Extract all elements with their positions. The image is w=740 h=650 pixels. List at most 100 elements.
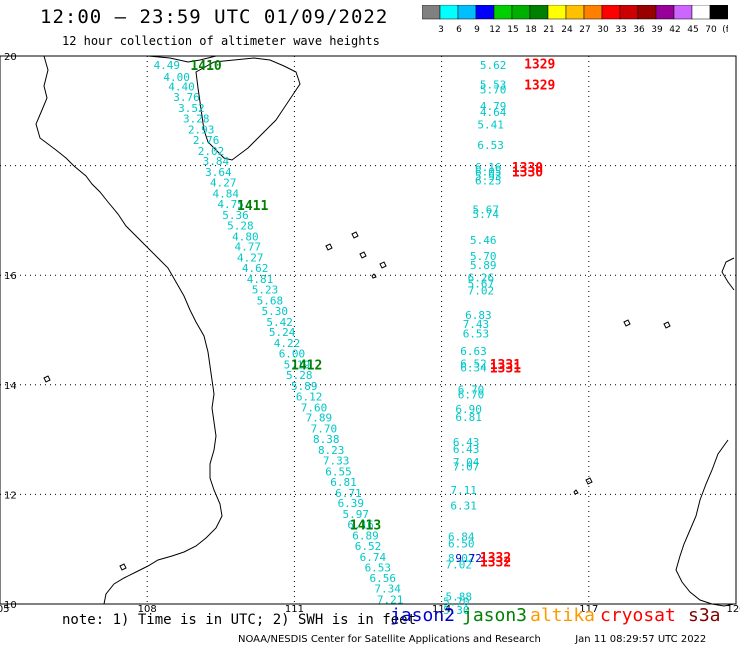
wave-height-value: 6.50 [448,538,475,551]
footer-note: note: 1) Time is in UTC; 2) SWH is in fe… [62,612,417,628]
lat-tick-label: 20 [4,52,17,63]
map-title: 12:00 – 23:59 UTC 01/09/2022 [40,6,389,28]
pass-time-label: 1332 [480,555,511,570]
pass-time-label: 1330 [512,161,543,176]
scale-label: 24 [561,25,573,35]
wave-height-value: 6.70 [458,384,485,397]
lon-tick-label: 111 [285,604,304,615]
wave-height-value: 5.97 [342,508,369,521]
lon-tick-label: 120 [726,604,740,615]
scale-label: 15 [507,25,518,35]
wave-height-value: 5.23 [252,283,279,296]
wave-height-value: 6.53 [463,327,490,340]
wave-height-value: 7.21 [377,594,404,607]
wave-height-value: 5.62 [480,59,507,72]
wave-height-value: 5.67 [473,203,500,216]
scale-label: 45 [687,25,698,35]
wave-height-value: 4.62 [242,262,269,275]
wave-height-value: 7.43 [463,318,490,331]
pass-time-label: 1412 [291,359,322,374]
scale-label: 33 [615,25,626,35]
wave-height-value: 5.89 [470,259,497,272]
satellite-jason2: jason2 [390,605,456,626]
wave-height-value: 6.12 [296,390,323,403]
lon-tick-label: 117 [579,604,598,615]
wave-height-value: 8.23 [318,444,345,457]
wave-height-value: 5.74 [473,208,500,221]
scale-label: 21 [543,25,554,35]
map-subtitle: 12 hour collection of altimeter wave hei… [62,34,380,48]
lon-tick-label: 108 [138,604,157,615]
lon-tick-label: 114 [432,604,451,615]
scale-label: 42 [669,25,680,35]
lat-tick-label: 14 [4,381,17,392]
wave-height-value: 5.19 [284,359,311,372]
wave-height-value: 6.56 [369,572,396,585]
scale-label: 27 [579,25,590,35]
china-coastline [147,55,226,63]
wave-height-value: 6.05 [475,166,502,179]
wave-height-value: 6.81 [330,476,357,489]
paracel-islands [325,231,387,279]
scale-label: 6 [456,25,462,35]
wave-height-value: 3.52 [178,102,205,115]
track-jason2: 9.72 [455,552,482,565]
wave-height-value: 3.28 [183,112,210,125]
wave-height-value: 6.90 [455,403,482,416]
wave-height-value: 5.70 [480,83,507,96]
wave-height-value: 7.60 [301,401,328,414]
wave-height-value: 3.84 [203,155,230,168]
wave-height-value: 6.52 [460,357,487,370]
satellite-cryosat: cryosat [600,605,676,626]
wave-height-value: 5.68 [257,294,284,307]
wave-height-value: 5.53 [480,78,507,91]
wave-height-value: 6.34 [460,361,487,374]
wave-height-value: 6.39 [338,497,365,510]
lat-tick-label: 16 [4,271,17,282]
wave-height-value: 2.02 [198,145,225,158]
wave-height-value: 4.77 [235,241,262,254]
wave-height-value: 8.38 [313,433,340,446]
satellite-s3a: s3a [688,605,721,626]
credit-line: NOAA/NESDIS Center for Satellite Applica… [238,634,706,645]
wave-height-value: 7.07 [453,460,480,473]
wave-height-value: 7.04 [453,456,480,469]
philippines-coastline [675,257,735,607]
spratly-islands [43,319,671,571]
pass-time-label: 1331 [490,358,521,373]
wave-height-value: 5.89 [291,380,318,393]
wave-height-value: 4.81 [247,273,274,286]
pass-time-label: 1413 [350,519,381,534]
wave-height-value: 5.28 [227,219,254,232]
pass-time-label: 1332 [480,551,511,566]
wave-height-value: 9.72 [455,552,482,565]
wave-height-value: 7.02 [446,559,473,572]
pass-time-label: 1331 [490,361,521,376]
wave-height-value: 5.67 [468,277,495,290]
wave-height-value: 6.52 [355,540,382,553]
track-jason3: 4.494.004.403.763.523.282.932.762.023.84… [154,59,404,607]
wave-height-value: 6.55 [325,465,352,478]
wave-height-value: 4.27 [237,252,264,265]
generated-timestamp: Jan 11 08:29:57 UTC 2022 [575,634,707,645]
lon-tick-label: 105 [0,604,10,615]
coastline [35,55,735,607]
wave-height-value: 4.84 [212,188,239,201]
lat-tick-label: 10 [4,600,17,611]
track-cryosat: 5.625.535.704.794.645.416.536.166.055.93… [443,58,555,617]
scale-label: 70 [705,25,717,35]
axis-ticks: 105 108 111 114 117 120 20 16 1412 10 [0,52,740,615]
wave-height-value: 4.80 [232,230,259,243]
wave-height-value: 4.22 [274,337,301,350]
scale-label: 12 [489,25,500,35]
scale-label: 39 [651,25,663,35]
wave-height-value: 7.34 [374,583,401,596]
wave-height-value: 5.30 [443,604,470,617]
wave-height-value: 5.42 [266,316,293,329]
wave-height-value: 6.25 [475,174,502,187]
wave-height-value: 6.81 [455,411,482,424]
scale-swatch [709,5,728,20]
wave-height-value: 2.93 [188,123,215,136]
wave-height-value: 6.89 [352,530,379,543]
wave-height-value: 4.27 [210,177,237,190]
